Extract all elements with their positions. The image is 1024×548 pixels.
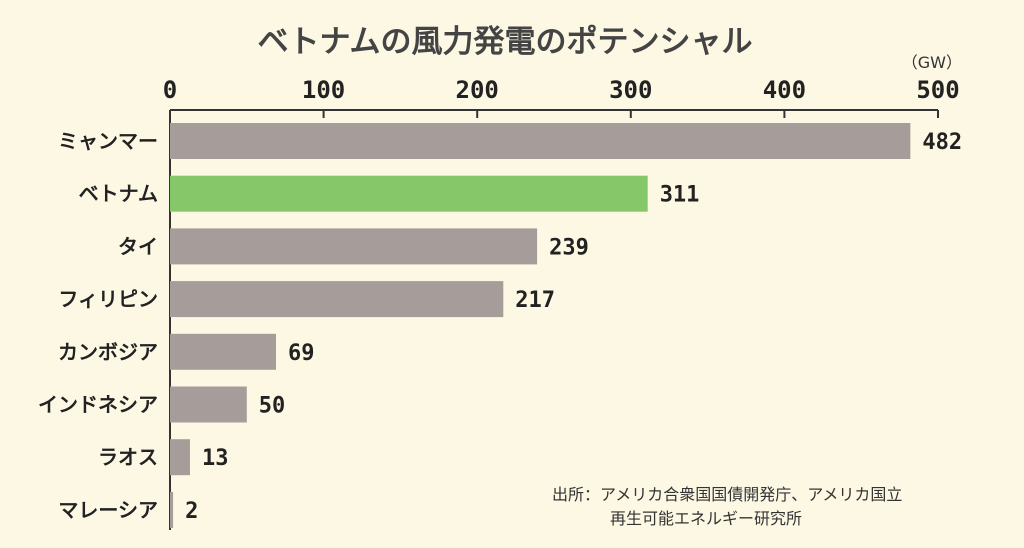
bar-0 [170,123,911,159]
category-label: カンボジア [58,340,158,364]
x-tick-label: 400 [763,76,806,104]
bar-2 [170,228,538,265]
chart-title: ベトナムの風力発電のポテンシャル [257,24,752,60]
source-line-2: 再生可能エネルギー研究所 [610,509,802,528]
x-tick-label: 300 [609,76,652,104]
value-label: 239 [549,235,589,260]
bar-5 [170,386,247,423]
category-label: ベトナム [79,182,158,206]
x-tick-label: 0 [163,76,177,104]
x-tick-label: 500 [916,76,959,104]
category-label: マレーシア [58,498,158,522]
value-label: 13 [202,446,229,471]
bar-3 [170,281,504,318]
value-label: 311 [660,183,700,208]
value-label: 217 [515,288,555,313]
value-label: 482 [922,130,962,155]
bar-4 [170,333,276,370]
source-line-1: 出所：アメリカ合衆国国債開発庁、アメリカ国立 [552,485,902,504]
bar-6 [170,439,190,476]
unit-label: （GW） [902,53,962,72]
x-tick-label: 100 [302,76,345,104]
value-label: 50 [259,394,286,419]
bar-7 [170,491,174,528]
category-label: インドネシア [38,393,158,417]
bar-1 [170,175,648,212]
category-label: ミャンマー [58,129,158,153]
category-label: タイ [118,234,158,258]
category-label: ラオス [98,445,158,469]
value-label: 2 [185,499,198,524]
bar-layer: ミャンマー 482 ベトナム 311 タイ 239 フィリピン 217 カンボジア 69 インドネシ… [38,123,962,528]
x-tick-label: 200 [456,76,499,104]
value-label: 69 [288,341,315,366]
category-label: フィリピン [58,287,158,311]
